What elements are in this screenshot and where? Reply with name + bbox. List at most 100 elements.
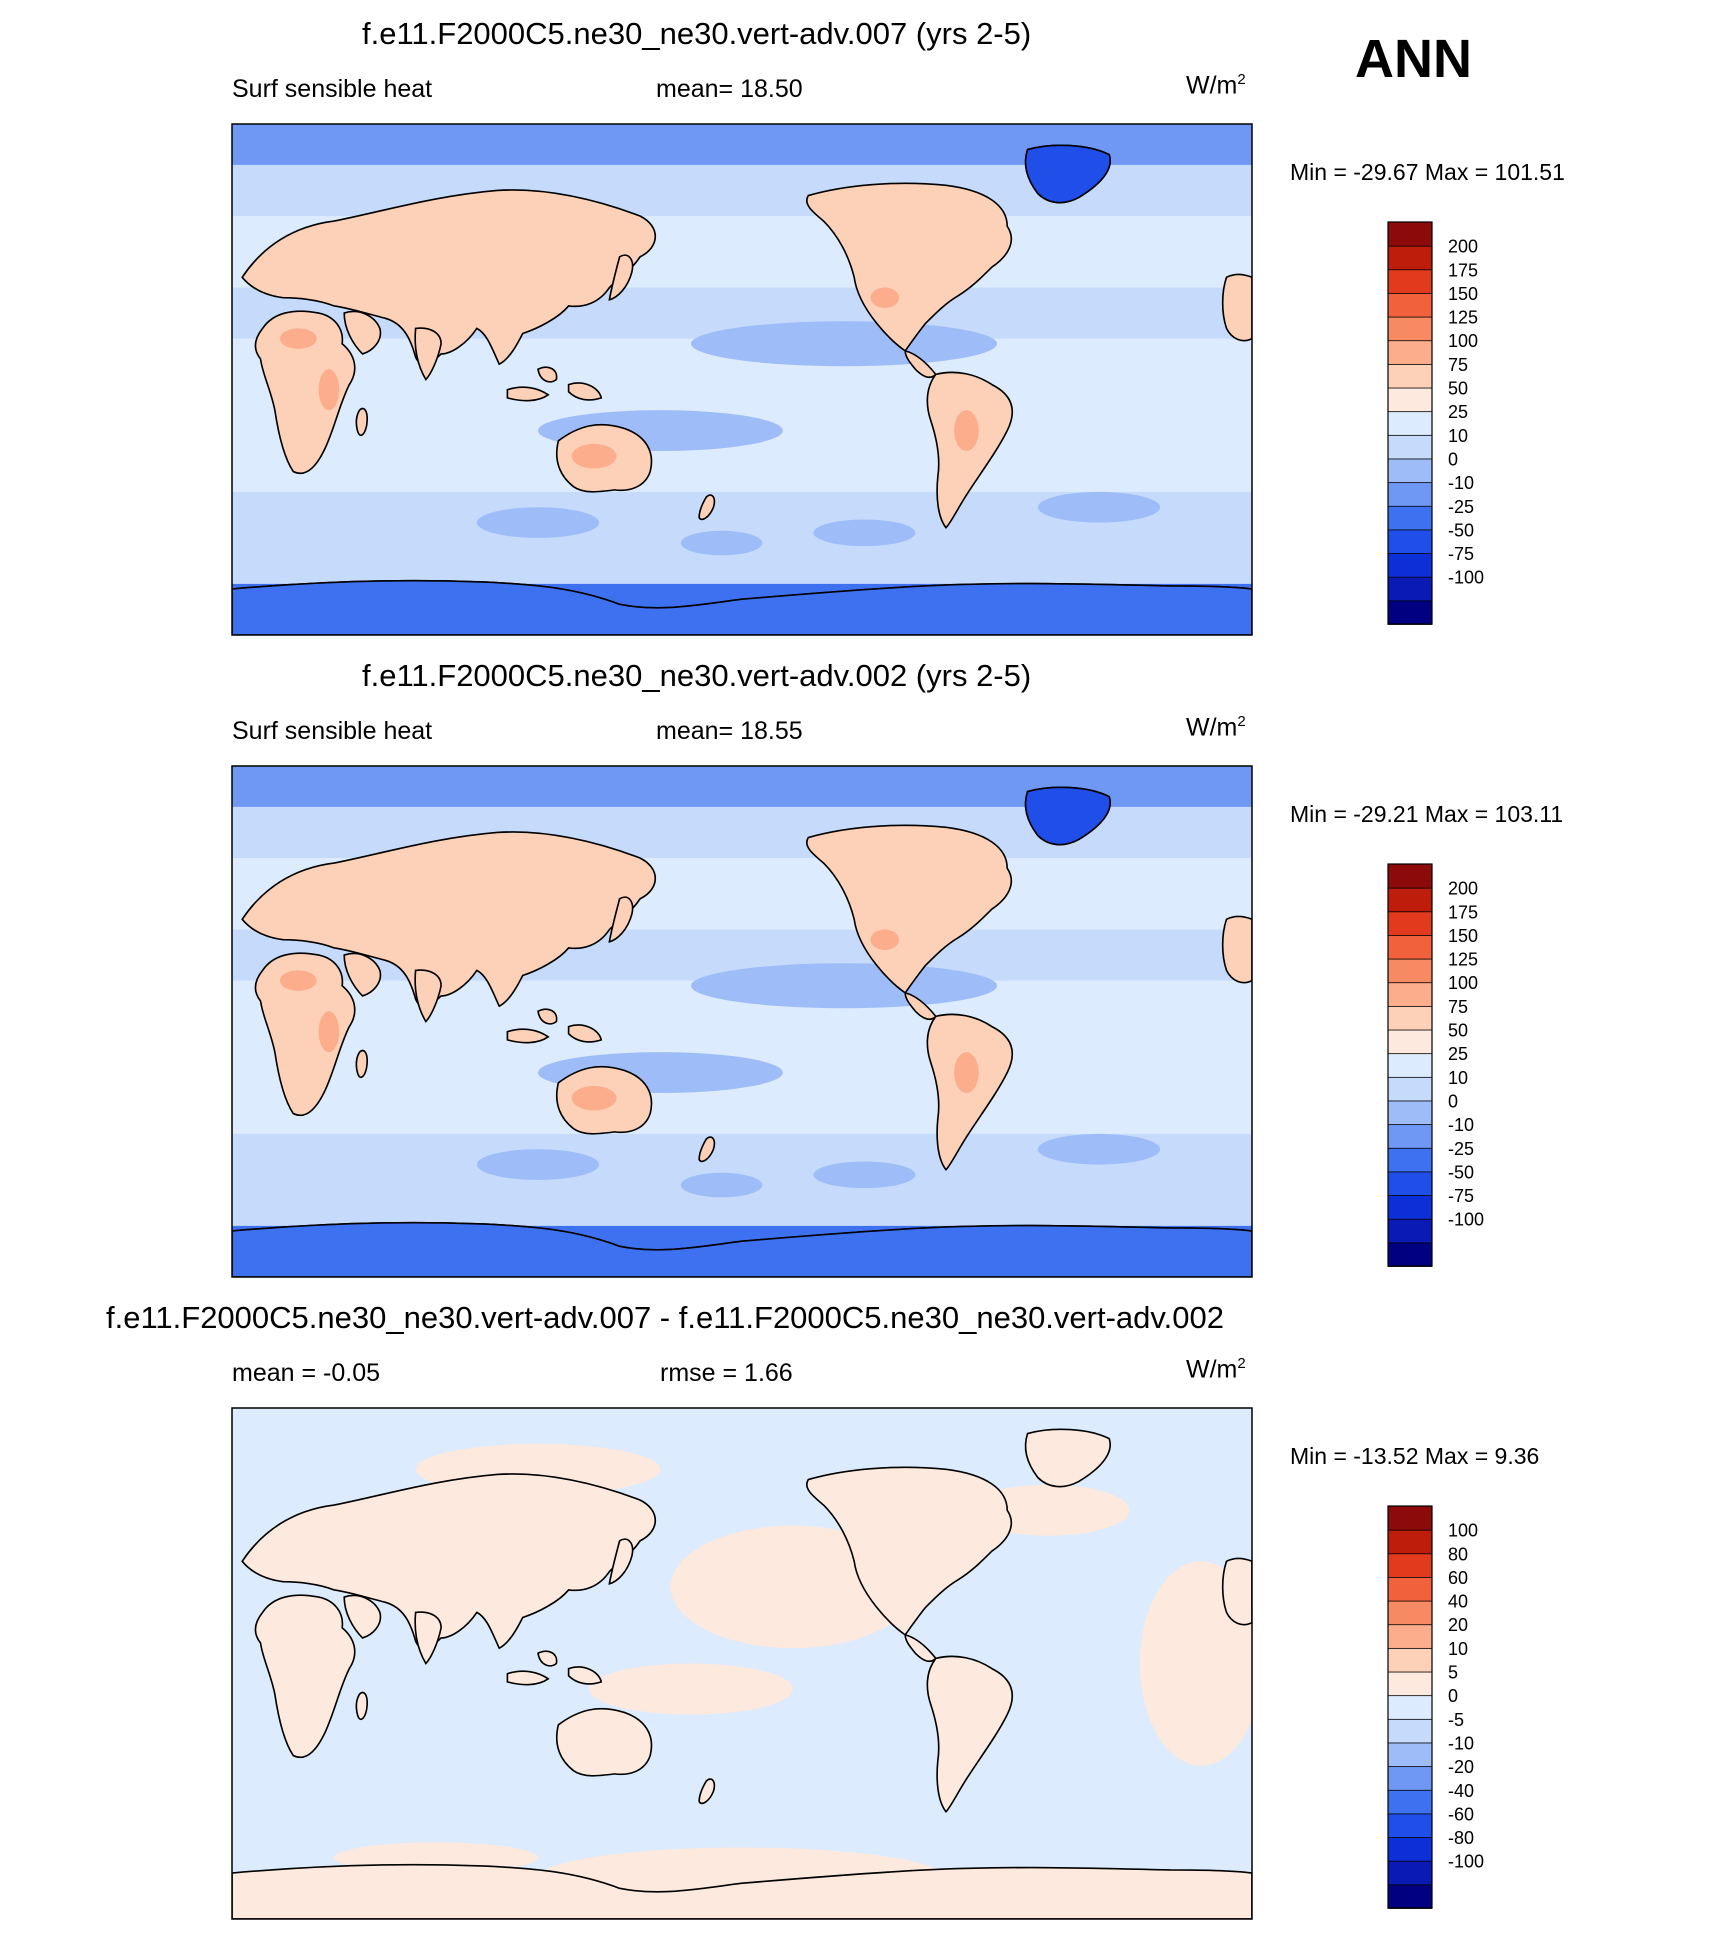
map-panel-3 — [232, 1408, 1252, 1919]
colorbar-tick-label: 125 — [1448, 950, 1478, 970]
colorbar-tick-label: -20 — [1448, 1757, 1474, 1777]
warm-region-2 — [589, 1663, 793, 1715]
hot-spot-3 — [318, 369, 340, 411]
colorbar-box — [1387, 387, 1433, 413]
ocean-blob-6 — [1037, 491, 1161, 523]
colorbar-box — [1387, 458, 1433, 484]
ocean-blob-1 — [476, 1149, 600, 1180]
colorbar-tick-label: 25 — [1448, 402, 1468, 422]
panel-1-title: f.e11.F2000C5.ne30_ne30.vert-adv.007 (yr… — [362, 16, 1032, 51]
panel-2-units: W/m2 — [1186, 713, 1246, 742]
colorbar-box — [1387, 1694, 1433, 1720]
continents — [232, 786, 1252, 1277]
colorbar-tick-label: 100 — [1448, 1521, 1478, 1541]
colorbar-box — [1387, 1647, 1433, 1673]
colorbar-tick-label: 50 — [1448, 379, 1468, 399]
colorbar-box — [1387, 1005, 1433, 1031]
colorbar-tick-label: -25 — [1448, 497, 1474, 517]
map-frame-3 — [231, 1407, 1253, 1920]
panel-1-minmax: Min = -29.67 Max = 101.51 — [1290, 159, 1565, 185]
colorbar-tick-label: -10 — [1448, 1733, 1474, 1753]
colorbar-box — [1387, 292, 1433, 318]
colorbar-box — [1387, 910, 1433, 936]
colorbar-box — [1387, 1623, 1433, 1649]
hot-spot-2 — [571, 1085, 617, 1111]
colorbar-box — [1387, 316, 1433, 342]
colorbar-tick-label: 20 — [1448, 1615, 1468, 1635]
colorbar-box — [1387, 1147, 1433, 1173]
panel-1-units: W/m2 — [1186, 71, 1246, 100]
map-frame-1 — [231, 123, 1253, 636]
colorbar-tick-label: -10 — [1448, 1115, 1474, 1135]
colorbar-tick-label: -75 — [1448, 1186, 1474, 1206]
colorbar-tick-label: 80 — [1448, 1544, 1468, 1564]
colorbar-box — [1387, 1171, 1433, 1196]
colorbar-tick-label: 75 — [1448, 355, 1468, 375]
colorbar-tick-label: -75 — [1448, 544, 1474, 564]
colorbar-tick-label: 0 — [1448, 1686, 1458, 1706]
colorbar-box — [1387, 1123, 1433, 1149]
colorbar-box — [1387, 1241, 1433, 1267]
colorbar-tick-label: -25 — [1448, 1139, 1474, 1159]
colorbar-box — [1387, 1552, 1433, 1578]
colorbar-box — [1387, 1505, 1433, 1531]
ocean-base — [232, 1408, 1252, 1919]
panel-2-variable: Surf sensible heat — [232, 717, 433, 745]
colorbar-box — [1387, 1052, 1433, 1078]
panel-2-mean: mean= 18.55 — [656, 717, 803, 745]
colorbar-box — [1387, 481, 1433, 507]
colorbar-box — [1387, 1813, 1433, 1838]
colorbar-box — [1387, 1529, 1433, 1555]
colorbar-tick-label: -5 — [1448, 1710, 1464, 1730]
colorbar-tick-label: 200 — [1448, 237, 1478, 257]
colorbar-tick-label: -40 — [1448, 1781, 1474, 1801]
colorbar-box — [1387, 505, 1433, 531]
colorbar-box — [1387, 339, 1433, 365]
panel-2-minmax: Min = -29.21 Max = 103.11 — [1290, 801, 1564, 827]
ocean-blob-3 — [813, 519, 916, 547]
colorbar-tick-label: 25 — [1448, 1044, 1468, 1064]
ocean-blob-1 — [476, 507, 600, 538]
antarctica — [232, 1223, 1252, 1277]
colorbar-tick-label: 0 — [1448, 449, 1458, 469]
colorbar-tick-label: 40 — [1448, 1592, 1468, 1612]
colorbar-box — [1387, 1742, 1433, 1768]
panel-1-variable: Surf sensible heat — [232, 75, 433, 103]
colorbar-tick-label: 0 — [1448, 1091, 1458, 1111]
colorbar-tick-label: 60 — [1448, 1568, 1468, 1588]
colorbar-box — [1387, 529, 1433, 554]
ocean-blob-2 — [680, 530, 763, 556]
colorbar-tick-label: -60 — [1448, 1804, 1474, 1824]
season-label: ANN — [1355, 29, 1472, 89]
colorbar-tick-label: 125 — [1448, 308, 1478, 328]
colorbar-box — [1387, 1860, 1433, 1886]
colorbar-box — [1387, 1600, 1433, 1626]
colorbar-box — [1387, 934, 1433, 960]
colorbar-tick-label: -50 — [1448, 520, 1474, 540]
antarctica — [232, 581, 1252, 635]
ocean-blob-5 — [691, 963, 997, 1009]
colorbar-tick-label: 50 — [1448, 1021, 1468, 1041]
hot-spot-5 — [870, 287, 900, 308]
colorbar-tick-label: -100 — [1448, 1852, 1484, 1872]
panel-3-title: f.e11.F2000C5.ne30_ne30.vert-adv.007 - f… — [106, 1300, 1224, 1335]
panel-1-mean: mean= 18.50 — [656, 75, 803, 103]
colorbar-frame-2 — [1387, 863, 1433, 1267]
colorbar-tick-label: 100 — [1448, 331, 1478, 351]
panel-3-mean: mean = -0.05 — [232, 1359, 381, 1387]
hot-spot-5 — [870, 929, 900, 950]
colorbar-tick-label: 175 — [1448, 902, 1478, 922]
colorbar-box — [1387, 1218, 1433, 1244]
colorbar-tick-label: 5 — [1448, 1663, 1458, 1683]
colorbar-tick-label: 100 — [1448, 973, 1478, 993]
colorbar-box — [1387, 958, 1433, 984]
map-frame-2 — [231, 765, 1253, 1278]
ocean-blob-3 — [813, 1161, 916, 1189]
colorbar-box — [1387, 576, 1433, 602]
colorbar-tick-label: -80 — [1448, 1828, 1474, 1848]
colorbar-box — [1387, 981, 1433, 1007]
warm-region-6 — [1139, 1561, 1252, 1766]
hot-spot-4 — [954, 410, 979, 452]
colorbar-tick-label: -10 — [1448, 473, 1474, 493]
